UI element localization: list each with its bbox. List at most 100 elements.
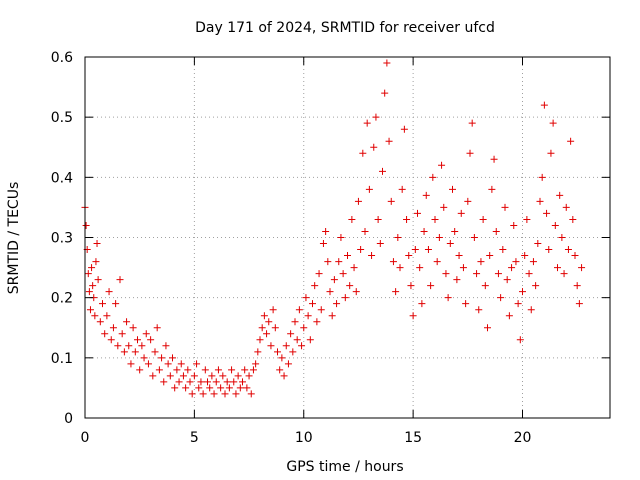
data-point bbox=[204, 378, 211, 386]
data-point bbox=[477, 258, 485, 266]
data-point bbox=[431, 215, 439, 223]
data-point bbox=[567, 137, 575, 145]
data-point bbox=[433, 258, 441, 266]
data-point bbox=[536, 197, 544, 205]
data-point bbox=[405, 252, 413, 260]
data-point bbox=[455, 252, 463, 260]
data-point bbox=[197, 378, 205, 386]
data-point bbox=[274, 348, 281, 356]
data-point bbox=[193, 360, 201, 368]
data-point bbox=[339, 270, 347, 278]
data-point bbox=[282, 342, 290, 350]
data-point bbox=[136, 366, 144, 374]
data-point bbox=[91, 312, 99, 320]
data-point bbox=[265, 318, 273, 326]
data-point bbox=[85, 288, 93, 296]
data-point bbox=[114, 342, 122, 350]
data-point bbox=[558, 234, 566, 241]
data-point bbox=[422, 191, 430, 199]
y-tick-label: 0 bbox=[64, 411, 73, 427]
data-point bbox=[400, 125, 408, 133]
data-point bbox=[420, 227, 428, 235]
data-point bbox=[494, 270, 502, 278]
data-point bbox=[164, 360, 172, 368]
data-point bbox=[543, 209, 551, 217]
data-point bbox=[370, 143, 378, 151]
data-point bbox=[177, 360, 185, 368]
data-point bbox=[315, 270, 323, 278]
data-point bbox=[123, 318, 131, 326]
data-point bbox=[505, 312, 513, 320]
data-point bbox=[269, 306, 277, 314]
data-point bbox=[278, 354, 286, 362]
data-point bbox=[103, 312, 111, 320]
data-point bbox=[387, 197, 395, 205]
x-tick-label: 15 bbox=[404, 430, 422, 446]
data-point bbox=[131, 348, 139, 356]
data-point bbox=[88, 264, 96, 272]
data-point bbox=[96, 318, 104, 326]
data-point bbox=[352, 288, 360, 296]
data-point bbox=[442, 270, 450, 278]
data-point bbox=[492, 227, 500, 235]
data-point bbox=[451, 227, 459, 235]
data-point bbox=[319, 240, 327, 248]
data-point bbox=[449, 185, 456, 193]
data-point bbox=[256, 336, 264, 344]
data-point bbox=[389, 258, 397, 266]
data-point bbox=[484, 324, 491, 332]
data-point bbox=[195, 384, 203, 392]
data-point bbox=[372, 113, 380, 121]
data-point bbox=[162, 342, 170, 350]
data-point bbox=[271, 324, 279, 332]
data-point bbox=[440, 203, 448, 211]
data-point bbox=[236, 384, 244, 392]
data-point bbox=[291, 318, 299, 326]
data-point bbox=[243, 384, 251, 392]
data-point bbox=[230, 378, 238, 386]
data-point bbox=[199, 390, 207, 398]
data-point bbox=[92, 258, 100, 266]
data-point bbox=[284, 360, 292, 368]
data-point bbox=[293, 336, 301, 344]
data-point bbox=[490, 155, 498, 163]
data-point bbox=[361, 227, 369, 235]
y-tick-label: 0.2 bbox=[51, 291, 73, 307]
data-point bbox=[326, 288, 334, 296]
data-point bbox=[116, 276, 124, 284]
data-point bbox=[120, 348, 128, 356]
data-point bbox=[99, 300, 106, 308]
data-point bbox=[166, 372, 174, 380]
data-point bbox=[214, 366, 222, 374]
data-point bbox=[142, 330, 150, 338]
data-point bbox=[84, 270, 92, 278]
data-point bbox=[564, 246, 572, 254]
data-point bbox=[328, 312, 336, 320]
data-point bbox=[510, 221, 518, 229]
data-point bbox=[523, 215, 531, 223]
data-point bbox=[363, 119, 371, 127]
data-point bbox=[444, 294, 452, 302]
data-point bbox=[350, 264, 358, 272]
data-point bbox=[223, 378, 231, 386]
data-point bbox=[459, 264, 467, 272]
data-point bbox=[573, 282, 581, 290]
data-point bbox=[525, 270, 533, 278]
data-point bbox=[241, 366, 249, 374]
data-point bbox=[344, 252, 351, 260]
data-point bbox=[481, 282, 489, 290]
data-point bbox=[529, 258, 537, 266]
data-point bbox=[462, 300, 470, 308]
data-point bbox=[267, 342, 275, 350]
data-point bbox=[468, 119, 476, 127]
data-point bbox=[182, 384, 190, 392]
data-point bbox=[488, 185, 496, 193]
data-point bbox=[190, 372, 198, 380]
data-point bbox=[101, 330, 109, 338]
data-point bbox=[228, 366, 236, 374]
data-point bbox=[287, 330, 295, 338]
data-point bbox=[206, 384, 214, 392]
chart-title: Day 171 of 2024, SRMTID for receiver ufc… bbox=[195, 20, 495, 36]
data-point bbox=[365, 185, 373, 193]
data-point bbox=[341, 294, 349, 302]
